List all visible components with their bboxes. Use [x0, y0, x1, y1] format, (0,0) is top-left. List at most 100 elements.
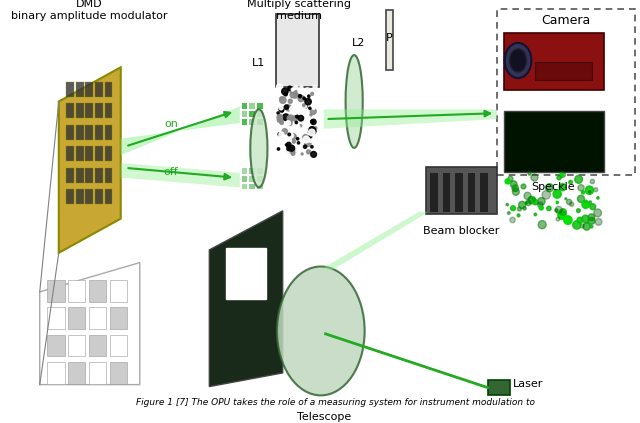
Circle shape	[524, 192, 531, 200]
Bar	[110, 335, 127, 356]
Circle shape	[304, 133, 307, 136]
Circle shape	[307, 150, 310, 154]
Bar	[76, 190, 84, 204]
Circle shape	[277, 148, 280, 150]
Circle shape	[287, 121, 292, 126]
Circle shape	[596, 197, 599, 199]
Circle shape	[303, 104, 307, 108]
Circle shape	[313, 85, 317, 89]
Circle shape	[577, 209, 580, 212]
Text: off: off	[164, 167, 179, 177]
Bar	[76, 146, 84, 161]
Circle shape	[301, 102, 307, 109]
Circle shape	[305, 140, 311, 146]
Circle shape	[559, 184, 566, 191]
Circle shape	[285, 143, 289, 147]
Bar	[47, 280, 65, 302]
Circle shape	[304, 88, 310, 94]
Circle shape	[288, 117, 291, 121]
Circle shape	[578, 184, 584, 191]
Bar	[535, 63, 593, 80]
Circle shape	[555, 206, 562, 213]
Polygon shape	[321, 212, 428, 269]
Polygon shape	[40, 263, 140, 385]
Ellipse shape	[250, 109, 268, 187]
Circle shape	[584, 200, 588, 203]
Circle shape	[538, 220, 546, 229]
Circle shape	[285, 137, 291, 143]
Circle shape	[286, 142, 291, 147]
Bar	[104, 146, 112, 161]
Circle shape	[301, 127, 307, 133]
Circle shape	[296, 137, 299, 140]
Circle shape	[284, 92, 287, 96]
Circle shape	[308, 107, 311, 109]
Circle shape	[282, 129, 287, 134]
Circle shape	[505, 179, 510, 184]
Bar	[257, 111, 262, 117]
Bar	[104, 190, 112, 204]
Circle shape	[542, 190, 550, 199]
Bar	[242, 119, 248, 125]
Circle shape	[293, 146, 299, 152]
Circle shape	[311, 146, 313, 148]
Bar	[504, 33, 604, 90]
Circle shape	[295, 121, 298, 124]
Circle shape	[309, 135, 312, 138]
Circle shape	[308, 95, 310, 97]
Circle shape	[278, 88, 284, 93]
Circle shape	[303, 138, 308, 143]
Circle shape	[559, 209, 566, 216]
Bar	[242, 176, 248, 181]
Circle shape	[528, 172, 531, 175]
Circle shape	[518, 201, 525, 209]
Circle shape	[295, 91, 300, 96]
Bar	[89, 280, 106, 302]
Circle shape	[291, 88, 294, 91]
Circle shape	[311, 151, 317, 157]
Bar	[225, 248, 266, 299]
Circle shape	[287, 115, 294, 121]
Bar	[67, 190, 74, 204]
Text: DMD
binary amplitude modulator: DMD binary amplitude modulator	[11, 0, 168, 21]
Bar	[488, 380, 511, 396]
Circle shape	[560, 172, 566, 178]
Circle shape	[298, 152, 303, 158]
Bar	[47, 362, 65, 384]
Circle shape	[556, 201, 559, 203]
Text: L1: L1	[252, 58, 266, 68]
Circle shape	[284, 105, 289, 109]
Circle shape	[533, 200, 538, 205]
Circle shape	[523, 207, 526, 210]
Circle shape	[314, 126, 317, 130]
Circle shape	[556, 217, 560, 221]
Circle shape	[558, 211, 566, 219]
Circle shape	[573, 221, 581, 229]
Circle shape	[312, 107, 315, 110]
Circle shape	[575, 176, 582, 183]
Polygon shape	[209, 211, 283, 387]
Circle shape	[277, 115, 282, 120]
Text: Telescope: Telescope	[296, 412, 351, 422]
Bar	[95, 125, 102, 140]
Bar	[480, 173, 488, 212]
Bar	[95, 82, 102, 96]
Circle shape	[281, 146, 285, 150]
Bar	[250, 168, 255, 174]
Circle shape	[577, 195, 584, 203]
Circle shape	[583, 223, 590, 230]
Circle shape	[312, 125, 314, 127]
Bar	[250, 104, 255, 109]
Circle shape	[289, 145, 292, 148]
Bar	[67, 125, 74, 140]
Circle shape	[298, 95, 301, 98]
Circle shape	[289, 134, 294, 138]
Circle shape	[308, 136, 315, 143]
Circle shape	[291, 152, 295, 155]
Bar	[426, 167, 497, 214]
Circle shape	[280, 97, 286, 103]
Circle shape	[589, 201, 591, 203]
Circle shape	[538, 202, 543, 208]
Bar	[86, 125, 93, 140]
Circle shape	[290, 148, 295, 153]
